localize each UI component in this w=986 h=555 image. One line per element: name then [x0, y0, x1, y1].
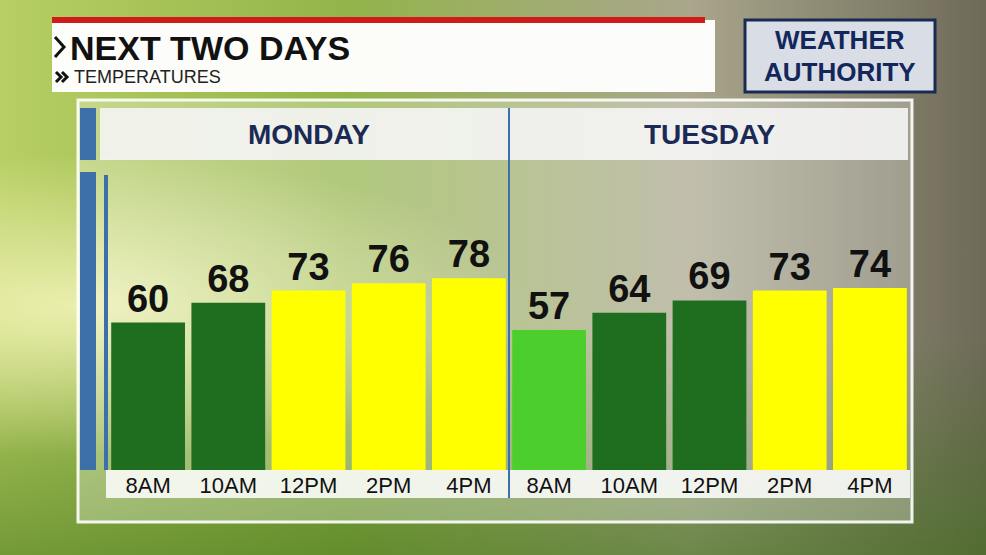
svg-text:64: 64 [608, 268, 650, 310]
svg-text:73: 73 [769, 246, 811, 288]
svg-text:8AM: 8AM [526, 473, 571, 498]
svg-text:69: 69 [688, 255, 730, 297]
svg-text:73: 73 [287, 246, 329, 288]
svg-text:TUESDAY: TUESDAY [644, 119, 776, 150]
svg-text:57: 57 [528, 285, 570, 327]
svg-text:10AM: 10AM [601, 473, 658, 498]
svg-text:10AM: 10AM [200, 473, 257, 498]
svg-text:74: 74 [849, 243, 891, 285]
svg-text:68: 68 [207, 258, 249, 300]
svg-text:TEMPERATURES: TEMPERATURES [74, 67, 221, 87]
svg-text:8AM: 8AM [125, 473, 170, 498]
svg-text:NEXT TWO DAYS: NEXT TWO DAYS [70, 29, 350, 67]
svg-text:76: 76 [368, 238, 410, 280]
svg-text:60: 60 [127, 278, 169, 320]
svg-text:78: 78 [448, 233, 490, 275]
svg-text:4PM: 4PM [446, 473, 491, 498]
svg-text:MONDAY: MONDAY [248, 119, 370, 150]
svg-text:2PM: 2PM [767, 473, 812, 498]
svg-text:AUTHORITY: AUTHORITY [764, 57, 916, 87]
svg-text:12PM: 12PM [280, 473, 337, 498]
svg-text:12PM: 12PM [681, 473, 738, 498]
svg-text:WEATHER: WEATHER [775, 25, 905, 55]
svg-text:2PM: 2PM [366, 473, 411, 498]
svg-text:4PM: 4PM [847, 473, 892, 498]
